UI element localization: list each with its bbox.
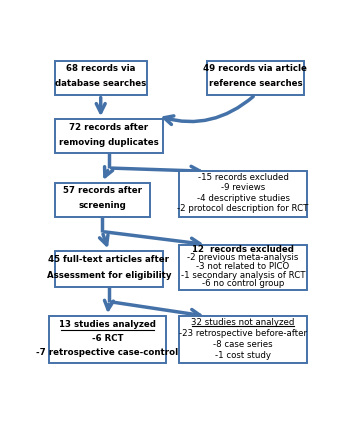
FancyBboxPatch shape — [55, 183, 149, 217]
Text: 12  records excluded: 12 records excluded — [192, 245, 294, 254]
Text: reference searches: reference searches — [209, 79, 302, 88]
Text: 68 records via: 68 records via — [66, 64, 135, 73]
FancyBboxPatch shape — [55, 119, 163, 154]
FancyBboxPatch shape — [49, 316, 166, 363]
FancyBboxPatch shape — [179, 171, 307, 217]
Text: -2 previous meta-analysis: -2 previous meta-analysis — [188, 253, 299, 262]
Text: 49 records via article: 49 records via article — [203, 64, 307, 73]
Text: -15 records excluded: -15 records excluded — [198, 173, 288, 181]
Text: 13 studies analyzed: 13 studies analyzed — [59, 320, 156, 329]
FancyBboxPatch shape — [55, 251, 163, 287]
Text: -6 RCT: -6 RCT — [92, 334, 123, 343]
Text: removing duplicates: removing duplicates — [59, 138, 159, 147]
Text: database searches: database searches — [55, 79, 146, 88]
FancyBboxPatch shape — [179, 316, 307, 363]
Text: -2 protocol description for RCT: -2 protocol description for RCT — [177, 204, 309, 214]
Text: -4 descriptive studies: -4 descriptive studies — [197, 194, 289, 203]
FancyBboxPatch shape — [179, 244, 307, 290]
Text: -7 retrospective case-control: -7 retrospective case-control — [36, 348, 179, 357]
Text: -1 cost study: -1 cost study — [215, 351, 271, 360]
Text: 72 records after: 72 records after — [69, 123, 148, 132]
Text: -23 retrospective before-after: -23 retrospective before-after — [179, 329, 307, 338]
Text: -3 not related to PICO: -3 not related to PICO — [196, 262, 290, 271]
Text: Assessment for eligibility: Assessment for eligibility — [47, 271, 171, 280]
FancyBboxPatch shape — [206, 60, 304, 95]
Text: -1 secondary analysis of RCT: -1 secondary analysis of RCT — [181, 271, 305, 280]
Text: 57 records after: 57 records after — [63, 187, 141, 195]
Text: screening: screening — [78, 201, 126, 210]
Text: -8 case series: -8 case series — [213, 340, 273, 349]
Text: 45 full-text articles after: 45 full-text articles after — [48, 255, 169, 264]
Text: -6 no control group: -6 no control group — [202, 279, 284, 288]
FancyBboxPatch shape — [55, 60, 147, 95]
Text: 32 studies not analyzed: 32 studies not analyzed — [191, 318, 295, 327]
Text: -9 reviews: -9 reviews — [221, 183, 265, 192]
